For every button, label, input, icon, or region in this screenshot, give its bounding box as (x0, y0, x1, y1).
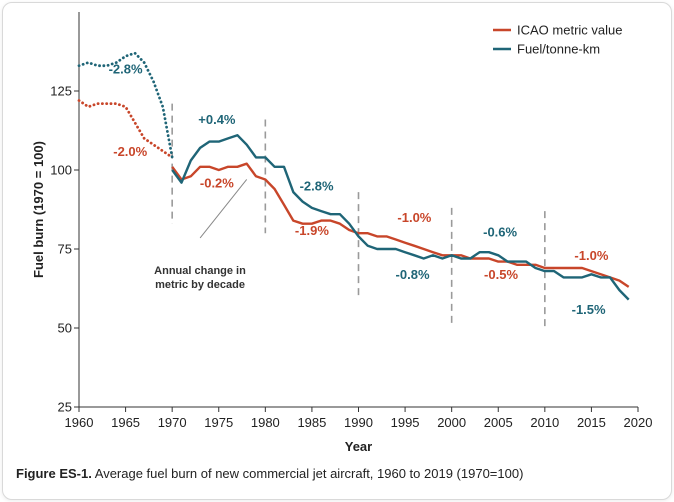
note-line: metric by decade (155, 279, 245, 291)
series-dotted-1 (77, 51, 174, 159)
series-dotted-0 (77, 99, 174, 159)
annotation-label: -0.2% (200, 175, 234, 190)
chart-axes: 1960 1965 1970 1975 1980 1985 1990 1995 2000 2005… (31, 12, 652, 454)
annotation-label: -2.0% (113, 144, 147, 159)
y-tick-label: 125 (50, 84, 72, 99)
x-tick-label: 2020 (624, 415, 653, 430)
x-tick-label: 1990 (344, 415, 373, 430)
decade-note: Annual change in metric by decade (154, 179, 248, 291)
figure-caption-text: Average fuel burn of new commercial jet … (91, 466, 524, 481)
legend-label: ICAO metric value (517, 23, 622, 38)
series-lines (77, 51, 630, 301)
x-tick-label: 2000 (437, 415, 466, 430)
x-tick-label: 1970 (158, 415, 187, 430)
x-tick-label: 1980 (251, 415, 280, 430)
annotation-label: -0.6% (483, 224, 517, 239)
annotation-label: -1.5% (572, 302, 606, 317)
x-tick-label: 2015 (577, 415, 606, 430)
annotation-label: -0.5% (484, 267, 518, 282)
x-tick-label: 1965 (111, 415, 140, 430)
y-tick-label: 100 (50, 163, 72, 178)
legend: ICAO metric value Fuel/tonne-km (493, 23, 622, 57)
annotation-label: -1.9% (295, 223, 329, 238)
x-tick-label: 1985 (297, 415, 326, 430)
decade-dividers (171, 103, 546, 328)
note-line: Annual change in (154, 265, 246, 277)
y-tick-label: 25 (58, 400, 72, 415)
x-axis-title: Year (345, 439, 372, 454)
annotation-label: -0.8% (396, 267, 430, 282)
series-line-1 (171, 133, 630, 301)
y-axis-title: Fuel burn (1970 = 100) (31, 141, 46, 278)
figure-caption: Figure ES-1. Average fuel burn of new co… (16, 466, 656, 481)
note-pointer (199, 179, 248, 239)
series-line-0 (171, 162, 630, 288)
x-tick-label: 1975 (204, 415, 233, 430)
annotation-label: -1.0% (574, 248, 608, 263)
annotation-label: +0.4% (198, 112, 236, 127)
legend-label: Fuel/tonne-km (517, 42, 600, 57)
x-tick-label: 2005 (484, 415, 513, 430)
y-tick-label: 75 (58, 242, 72, 257)
x-tick-label: 1960 (65, 415, 94, 430)
annotation-label: -2.8% (300, 179, 334, 194)
figure-label: Figure ES-1. (16, 466, 92, 481)
x-tick-label: 1995 (391, 415, 420, 430)
y-tick-label: 50 (58, 321, 72, 336)
annotation-label: -2.8% (109, 62, 143, 77)
annotation-label: -1.0% (397, 210, 431, 225)
line-chart: 1960 1965 1970 1975 1980 1985 1990 1995 2000 2005… (31, 12, 652, 454)
decade-annotations: -2.8% -2.0% +0.4% -0.2% -2.8% -1.9% -1.0% -0.8%… (109, 62, 609, 317)
x-tick-label: 2010 (530, 415, 559, 430)
